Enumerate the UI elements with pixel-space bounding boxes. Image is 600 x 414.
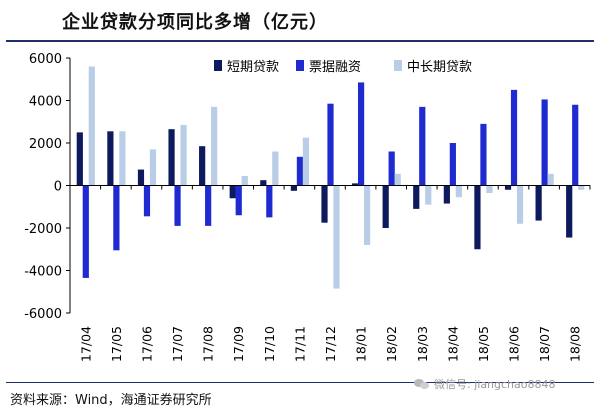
x-tick-label: 17/11	[292, 326, 307, 362]
source-note: 资料来源：Wind，海通证券研究所	[10, 393, 212, 408]
bar-bill	[449, 143, 456, 186]
bar-bill	[510, 89, 518, 186]
bar-short-term	[382, 185, 389, 228]
bar-bill	[266, 185, 273, 218]
bar-long-term	[363, 185, 371, 245]
x-tick-label: 18/03	[415, 326, 430, 362]
y-tick-label: 6000	[29, 52, 62, 67]
bar-chart: 短期贷款 票据融资 中长期贷款 6000 4000 2000 0 -2000 -4000 -60…	[24, 52, 591, 362]
bar-long-term	[455, 185, 462, 198]
y-tick-label: -6000	[24, 307, 62, 322]
x-tick-label: 17/08	[201, 326, 216, 362]
bar-bill	[388, 151, 395, 186]
bar-long-term	[272, 151, 279, 186]
bar-bill	[419, 106, 426, 186]
x-tick-label: 18/07	[537, 326, 552, 362]
bar-long-term	[486, 185, 493, 193]
bar-bill	[357, 82, 365, 186]
bar-long-term	[119, 131, 126, 186]
bar-short-term	[474, 185, 481, 250]
bar-short-term	[199, 146, 206, 186]
bar-long-term	[149, 149, 157, 186]
bar-long-term	[302, 137, 310, 186]
bar-short-term	[76, 132, 83, 186]
legend-swatch	[214, 60, 222, 71]
legend: 短期贷款 票据融资 中长期贷款	[214, 60, 472, 75]
x-axis: 17/04 17/05 17/06 17/07 17/08 17/09 17/10 17/11…	[69, 185, 591, 362]
bar-short-term	[351, 183, 359, 186]
bar-long-term	[241, 175, 248, 186]
x-tick-label: 17/06	[139, 326, 154, 362]
bar-short-term	[535, 185, 542, 221]
bar-bill	[143, 185, 151, 217]
bar-bill	[235, 185, 242, 216]
bar-bill	[296, 156, 304, 186]
bar-long-term	[180, 124, 187, 186]
title-rule	[6, 40, 594, 42]
y-tick-label: -4000	[24, 265, 62, 280]
bar-short-term	[107, 131, 114, 186]
bar-bill	[82, 185, 89, 278]
bar-short-term	[321, 185, 328, 223]
bars	[76, 66, 585, 289]
bar-bill	[327, 103, 334, 186]
y-tick-label: -2000	[24, 222, 62, 237]
x-tick-label: 18/04	[445, 326, 460, 362]
bar-short-term	[566, 185, 573, 238]
x-tick-label: 18/05	[476, 326, 491, 362]
x-tick-label: 17/07	[170, 326, 185, 362]
legend-swatch	[394, 60, 402, 71]
wechat-icon	[414, 378, 430, 390]
bar-short-term	[504, 185, 512, 190]
legend-label: 票据融资	[309, 60, 361, 75]
bar-short-term	[260, 180, 267, 186]
watermark: 微信号: jiangchao8848	[414, 376, 556, 392]
y-tick-label: 2000	[29, 137, 62, 152]
bar-bill	[541, 99, 548, 186]
legend-swatch	[296, 60, 304, 71]
bar-short-term	[168, 129, 175, 186]
bar-long-term	[211, 106, 218, 186]
y-axis: 6000 4000 2000 0 -2000 -4000 -6000	[24, 52, 71, 322]
bar-short-term	[443, 185, 450, 204]
bar-short-term	[413, 185, 420, 209]
bar-long-term	[578, 185, 585, 190]
y-tick-label: 4000	[29, 95, 62, 110]
bar-short-term	[229, 185, 236, 199]
bar-long-term	[425, 185, 432, 205]
x-tick-label: 18/06	[507, 326, 522, 362]
chart-title: 企业贷款分项同比多增（亿元）	[62, 12, 328, 33]
x-tick-label: 17/10	[262, 326, 277, 362]
bar-bill	[480, 123, 487, 186]
bar-long-term	[516, 185, 524, 224]
footer-rule	[6, 382, 594, 383]
bar-bill	[113, 185, 120, 251]
legend-label: 短期贷款	[227, 60, 279, 75]
watermark-text: 微信号: jiangchao8848	[434, 378, 556, 391]
bar-short-term	[137, 169, 145, 186]
bar-long-term	[394, 173, 401, 186]
bar-short-term	[290, 185, 298, 191]
x-tick-label: 18/01	[354, 326, 369, 362]
x-tick-label: 17/05	[109, 326, 124, 362]
x-tick-label: 17/12	[323, 326, 338, 362]
x-tick-label: 17/04	[78, 326, 93, 362]
bar-bill	[572, 104, 579, 186]
y-tick-label: 0	[54, 180, 62, 195]
x-tick-label: 18/02	[384, 326, 399, 362]
bar-long-term	[547, 173, 554, 186]
legend-label: 中长期贷款	[407, 60, 472, 75]
bar-bill	[174, 185, 181, 226]
bar-long-term	[88, 66, 95, 186]
x-tick-label: 18/08	[568, 326, 583, 362]
bar-bill	[205, 185, 212, 226]
bar-long-term	[333, 185, 340, 289]
x-tick-label: 17/09	[231, 326, 246, 362]
